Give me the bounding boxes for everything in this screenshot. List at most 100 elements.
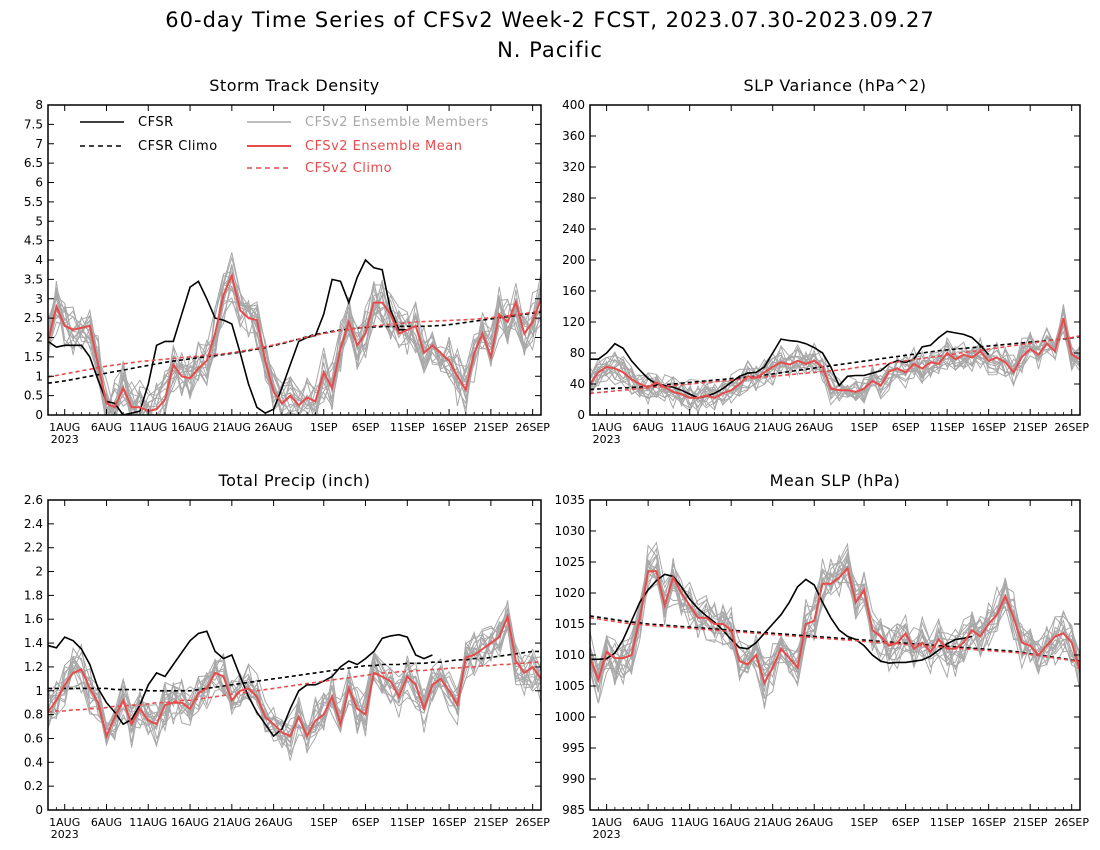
ensemble-member-line — [590, 323, 1080, 409]
plot-frame — [47, 499, 542, 811]
y-tick-label: 7 — [35, 137, 43, 151]
plot-area — [590, 541, 1080, 709]
x-tick-label: 1AUG — [49, 816, 80, 829]
y-tick-label: 0.6 — [24, 731, 43, 745]
series-line-ens-mean — [48, 272, 541, 413]
y-tick-label: 1.4 — [24, 636, 43, 650]
y-tick-label: 1 — [35, 369, 43, 383]
series-line-cfs-climo — [48, 310, 541, 378]
y-tick-label: 7.5 — [24, 117, 43, 131]
plot-frame — [589, 499, 1081, 811]
y-tick-label: 2 — [35, 565, 43, 579]
y-tick-label: 160 — [562, 284, 585, 298]
y-tick-label: 80 — [570, 346, 585, 360]
y-tick-label: 1020 — [554, 586, 585, 600]
y-tick-label: 0 — [577, 408, 585, 422]
x-tick-label: 1SEP — [850, 421, 878, 434]
x-tick-label: 11AUG — [671, 816, 709, 829]
legend-label-cfs-climo: CFSv2 Climo — [305, 161, 392, 176]
ensemble-member-line — [590, 323, 1080, 412]
series-line-cfsr-climo — [48, 650, 541, 692]
x-year-label: 2023 — [51, 433, 79, 446]
series-line-cfs-climo — [590, 335, 1080, 395]
x-tick-label: 16SEP — [432, 421, 467, 434]
ensemble-member-line — [590, 554, 1080, 706]
x-tick-label: 21SEP — [1013, 816, 1048, 829]
y-tick-label: 3 — [35, 292, 43, 306]
x-tick-label: 26AUG — [795, 816, 833, 829]
y-tick-label: 4.5 — [24, 234, 43, 248]
x-tick-label: 11AUG — [129, 816, 167, 829]
y-tick-label: 200 — [562, 253, 585, 267]
y-tick-label: 1000 — [554, 710, 585, 724]
y-tick-label: 2.5 — [24, 311, 43, 325]
y-tick-label: 6.5 — [24, 156, 43, 170]
plot-area — [590, 304, 1080, 415]
panels: Storm Track Density 0 0.5 1 1.5 2 2.5 3 3.5 4 4.5 5… — [24, 76, 1089, 841]
x-tick-label: 11SEP — [390, 816, 425, 829]
x-tick-label: 16AUG — [712, 421, 750, 434]
ensemble-member-line — [48, 612, 541, 743]
x-tick-label: 11SEP — [390, 421, 425, 434]
x-tick-label: 1AUG — [591, 421, 622, 434]
y-tick-label: 1.2 — [24, 660, 43, 674]
y-tick-label: 40 — [570, 377, 585, 391]
ensemble-member-line — [48, 274, 541, 415]
y-tick-label: 0.2 — [24, 779, 43, 793]
legend-label-cfsr-climo: CFSR Climo — [138, 139, 218, 154]
figure-subtitle: N. Pacific — [497, 38, 603, 62]
series-line-cfsr-climo — [590, 615, 1080, 662]
panel-2: SLP Variance (hPa^2) 0 40 80 120 160 200 240 280… — [562, 76, 1089, 446]
y-tick-label: 1 — [35, 684, 43, 698]
series-line-cfsr-climo — [48, 311, 541, 384]
series-line-cfsr — [48, 630, 433, 738]
y-tick-label: 1.8 — [24, 588, 43, 602]
y-tick-label: 4 — [35, 253, 43, 267]
x-tick-label: 6AUG — [633, 816, 664, 829]
y-tick-label: 0.8 — [24, 708, 43, 722]
x-tick-label: 16AUG — [712, 816, 750, 829]
x-tick-label: 21SEP — [474, 816, 509, 829]
y-tick-label: 0 — [35, 408, 43, 422]
x-tick-label: 21SEP — [474, 421, 509, 434]
x-tick-label: 6SEP — [352, 816, 380, 829]
y-tick-label: 0 — [35, 803, 43, 817]
y-tick-label: 400 — [562, 98, 585, 112]
x-tick-label: 16AUG — [171, 421, 209, 434]
x-tick-label: 11SEP — [930, 816, 965, 829]
x-tick-label: 16AUG — [171, 816, 209, 829]
y-tick-label: 1.5 — [24, 350, 43, 364]
series-line-ens-mean — [590, 317, 1080, 399]
x-tick-label: 21AUG — [213, 421, 251, 434]
panel-title: Total Precip (inch) — [218, 471, 371, 490]
y-tick-label: 1025 — [554, 555, 585, 569]
ensemble-member-line — [48, 271, 541, 415]
figure-title: 60-day Time Series of CFSv2 Week-2 FCST,… — [165, 8, 934, 32]
y-tick-label: 5 — [35, 214, 43, 228]
x-year-label: 2023 — [593, 433, 621, 446]
y-tick-label: 240 — [562, 222, 585, 236]
y-tick-label: 0.4 — [24, 755, 43, 769]
y-tick-label: 1005 — [554, 679, 585, 693]
y-tick-label: 120 — [562, 315, 585, 329]
panel-3: Total Precip (inch) 0 0.2 0.4 0.6 0.8 1 1.2 1.4 1… — [24, 471, 550, 841]
x-year-label: 2023 — [593, 828, 621, 841]
y-tick-label: 2.2 — [24, 541, 43, 555]
y-tick-label: 985 — [562, 803, 585, 817]
x-tick-label: 1AUG — [49, 421, 80, 434]
x-tick-label: 26AUG — [255, 816, 293, 829]
y-tick-label: 2 — [35, 331, 43, 345]
ensemble-member-line — [48, 600, 541, 754]
series-line-cfsr — [590, 330, 990, 399]
x-tick-label: 1AUG — [591, 816, 622, 829]
y-tick-label: 1010 — [554, 648, 585, 662]
x-tick-label: 21AUG — [754, 421, 792, 434]
x-tick-label: 16SEP — [971, 816, 1006, 829]
ensemble-member-line — [48, 602, 541, 745]
panel-title: Storm Track Density — [209, 76, 379, 95]
x-tick-label: 6SEP — [892, 816, 920, 829]
series-line-ens-mean — [590, 566, 1080, 686]
panel-title: SLP Variance (hPa^2) — [744, 76, 927, 95]
y-tick-label: 2.4 — [24, 517, 43, 531]
x-tick-label: 1SEP — [310, 421, 338, 434]
